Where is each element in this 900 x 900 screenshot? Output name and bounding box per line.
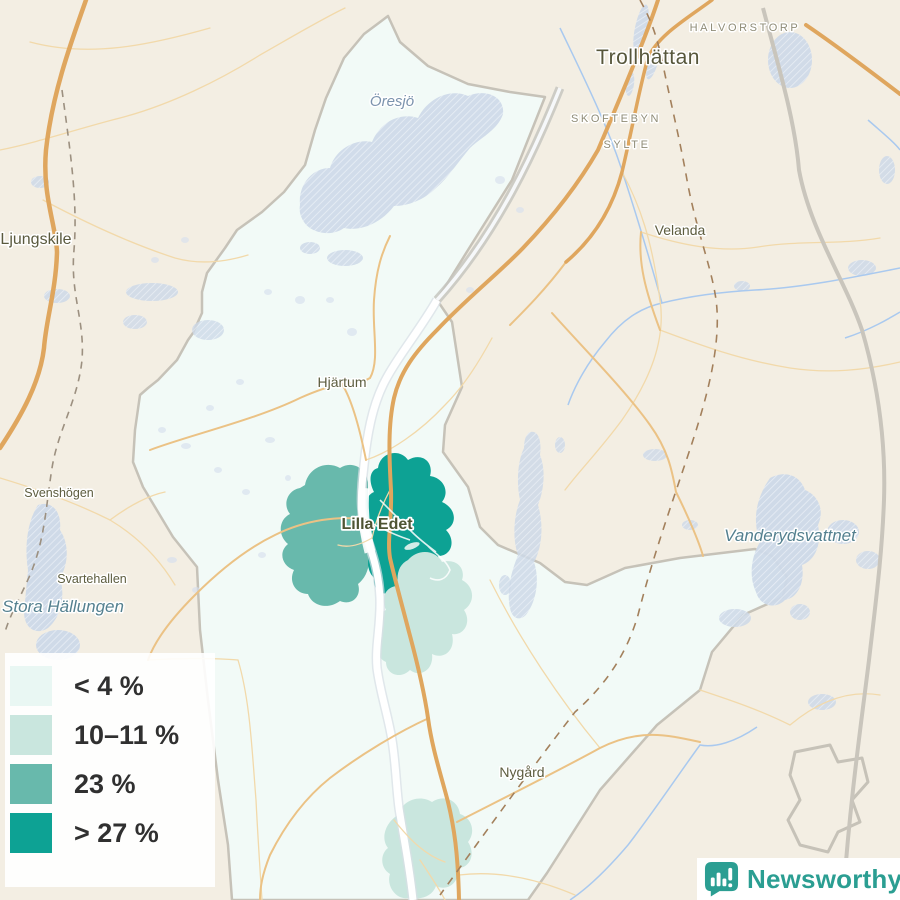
lake-vanderydsvattnet — [751, 474, 821, 606]
newsworthy-wordmark: Newsworthy — [747, 863, 900, 894]
small-ponds — [151, 176, 524, 593]
legend-row: > 27 % — [5, 813, 215, 853]
map-labels: Trollhättan HALVORSTORP SKOFTEBYN SYLTE … — [0, 21, 859, 782]
lake-oresjo — [299, 93, 504, 234]
choropleth-blob-23pct — [280, 464, 370, 606]
legend-swatch-gt27 — [10, 813, 52, 853]
road-northeast-diagonal — [804, 23, 900, 96]
label-trollhattan: Trollhättan — [596, 46, 700, 69]
lakes — [24, 4, 895, 710]
roads-medium — [147, 231, 704, 900]
gota-alv-river — [358, 298, 441, 900]
label-svenshogen: Svenshögen — [24, 486, 94, 500]
boundary-dashed-west — [4, 89, 84, 633]
road-trollhattan — [564, 0, 714, 264]
lake-hallungen — [24, 503, 67, 632]
legend-panel: < 4 % 10–11 % 23 % > 27 % — [5, 653, 215, 887]
municipality-lilla-edet — [131, 14, 789, 900]
gota-alv-gorge-water — [435, 87, 562, 302]
label-skoftebyn: SKOFTEBYN — [571, 113, 661, 125]
town-clearing — [404, 542, 420, 550]
road-e45 — [387, 0, 660, 900]
label-oresjo: Öresjö — [370, 92, 414, 110]
newsworthy-attribution: Newsworthy — [697, 858, 900, 900]
boundary-dashed-east — [439, 0, 719, 896]
label-svartehallen: Svartehallen — [57, 572, 127, 586]
legend-swatch-lt4 — [10, 666, 52, 706]
road-gray-east — [761, 7, 887, 900]
legend-swatch-23 — [10, 764, 52, 804]
label-lilla-edet: Lilla Edet — [341, 516, 413, 533]
streams — [559, 27, 900, 900]
label-vanderydsvattnet: Vanderydsvattnet — [724, 526, 857, 545]
road-west-highway — [0, 0, 89, 451]
legend-swatch-10-11 — [10, 715, 52, 755]
label-stora-hallungen: Stora Hällungen — [2, 597, 124, 616]
label-hjartum: Hjärtum — [317, 374, 366, 390]
newsworthy-logo-icon — [704, 861, 739, 897]
legend-row: 23 % — [5, 764, 215, 804]
legend-label-gt27: > 27 % — [74, 817, 159, 848]
town-roads-lilla-edet — [365, 499, 451, 581]
legend-row: < 4 % — [5, 666, 215, 706]
legend-row: 10–11 % — [5, 715, 215, 755]
lake-chain-east — [508, 431, 544, 619]
label-nygard: Nygård — [499, 764, 544, 780]
label-halvorstorp: HALVORSTORP — [690, 22, 801, 34]
label-ljungskile: Ljungskile — [0, 231, 71, 248]
choropleth-blob-10-11pct-southeast — [377, 551, 473, 676]
label-sylte: SYLTE — [603, 139, 650, 151]
legend-label-lt4: < 4 % — [74, 670, 144, 701]
legend-label-10-11: 10–11 % — [74, 719, 180, 750]
legend-label-23: 23 % — [74, 768, 136, 799]
label-velanda: Velanda — [655, 222, 706, 238]
